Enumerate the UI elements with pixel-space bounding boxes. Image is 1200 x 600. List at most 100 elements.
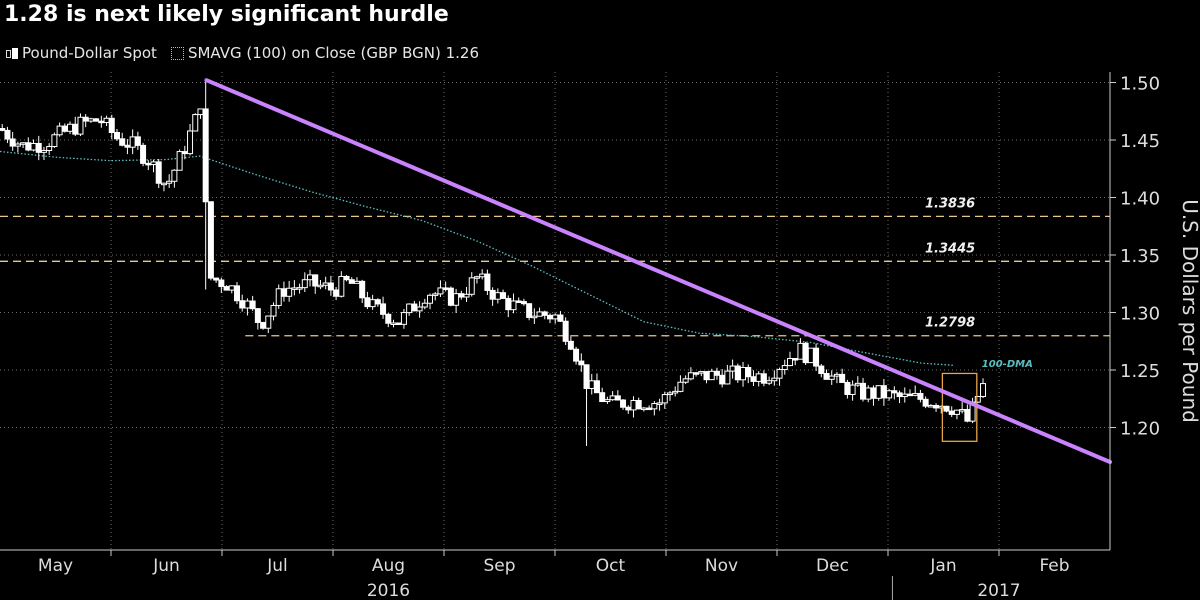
candle-body [906,393,913,397]
candle-body [353,280,360,284]
candle-body [567,340,574,350]
candle-body [108,117,115,134]
x-tick-label: Sep [483,556,515,576]
candle-body [348,279,355,284]
candle-body [369,299,376,308]
candle-body [849,384,856,395]
x-tick-label: Jun [152,556,180,576]
candle-body [35,142,42,153]
legend-item-sma[interactable]: SMAVG (100) on Close (GBP BGN) 1.26 [170,44,479,62]
candle-body [296,287,303,290]
candle-body [760,373,767,384]
candle-body [484,273,491,291]
y-tick-label: 1.50 [1120,74,1160,95]
candle-body [14,143,21,147]
year-label: 2017 [977,581,1020,600]
candle-body [552,314,559,320]
candle-body [390,322,397,325]
candle-body [463,293,470,298]
candle-body [432,293,439,296]
candle-body [547,314,554,320]
candle-body [703,371,710,381]
candle-body [505,297,512,311]
candle-body [286,287,293,297]
candle-body [171,169,178,182]
legend-item-spot[interactable]: Pound-Dollar Spot [6,44,157,62]
candle-body [792,358,799,361]
candle-body [896,392,903,398]
candle-body [338,275,345,297]
candle-body [797,342,804,360]
candle-body [625,406,632,411]
candle-body [416,306,423,312]
candle-body [244,300,251,309]
sma-line [0,150,955,367]
candle-body [140,144,147,164]
candle-body [249,300,256,310]
candle-body [813,347,820,367]
level-label: 1.3445 [925,241,975,256]
axes: 1.20 1.25 1.30 1.35 1.40 1.45 1.50 May Jun Jul Aug… [0,72,1200,600]
candle-body [67,123,74,132]
y-tick-label: 1.25 [1120,361,1160,382]
candle-body [61,125,68,132]
candle-body [755,373,762,382]
candle-body [254,308,261,323]
candle-body [479,273,486,278]
candle-body [719,374,726,385]
candle-body [494,292,501,300]
candle-body [745,366,752,378]
candle-body [573,348,580,362]
candle-body [651,403,658,410]
candle-body [223,286,230,291]
candle-body [113,132,120,140]
candle-body [860,382,867,400]
candle-body [599,392,606,403]
candle-body [771,377,778,382]
x-tick-label: Oct [596,556,626,576]
candle-body [333,289,340,297]
candle-body [145,162,152,166]
candle-body [750,376,757,382]
candle-body [51,134,58,148]
candle-body [693,372,700,375]
candle-body [30,142,37,151]
candle-body [880,385,887,399]
candle-body [40,149,47,153]
candle-body [427,294,434,304]
candle-body [239,300,246,309]
candle-body [526,303,533,318]
candle-body [604,399,611,403]
y-tick-label: 1.45 [1120,131,1160,152]
candle-body [786,358,793,367]
candle-body [317,284,324,288]
grid-layer [0,72,1110,550]
candle-body [343,275,350,281]
candle-body [614,395,621,401]
candle-body [980,383,987,397]
candle-body [129,136,136,148]
level-label: 1.2798 [925,316,975,331]
candle-body [677,381,684,392]
candle-body [698,371,705,374]
candle-body [134,136,141,146]
candle-body [917,392,924,400]
candle-body [646,407,653,411]
sma-series: 100-DMA [0,150,1033,370]
candle-body [948,410,955,415]
y-tick-label: 1.40 [1120,189,1160,210]
legend-label-spot: Pound-Dollar Spot [22,44,157,62]
candle-body [155,161,162,184]
candle-body [72,123,79,135]
x-tick-label: Dec [816,556,849,576]
candle-body [734,365,741,381]
year-label: 2016 [367,581,410,600]
candle-body [974,395,981,403]
candle-body [400,312,407,325]
support-resistance-levels: 1.3836 1.3445 1.2798 [0,196,1110,337]
candle-body [385,313,392,324]
candle-body [578,360,585,366]
candle-body [531,315,538,319]
candle-body [176,151,183,171]
x-tick-label: May [38,556,73,576]
